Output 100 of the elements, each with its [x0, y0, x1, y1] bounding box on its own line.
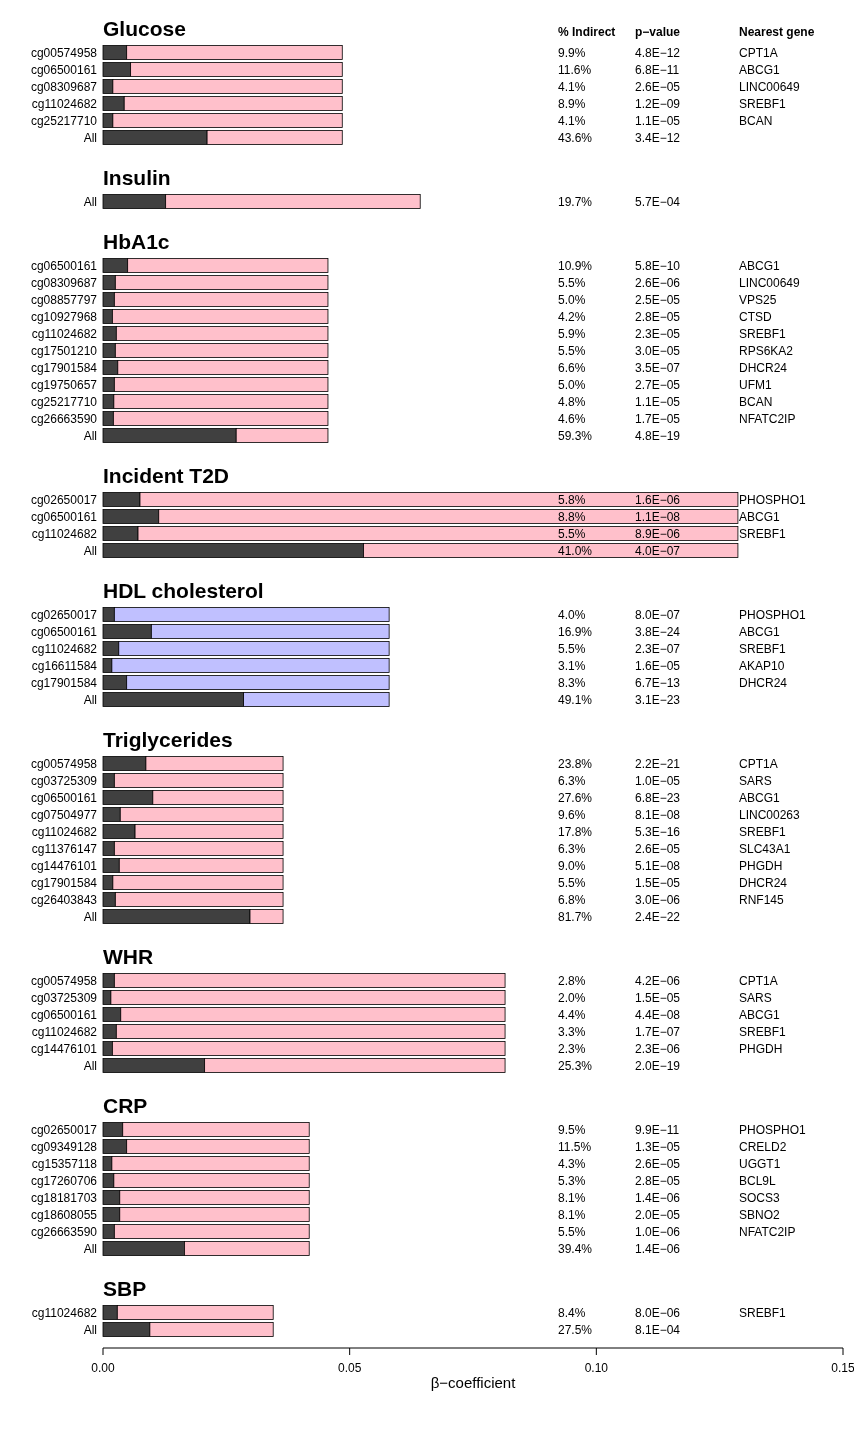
annotation: CTSD [739, 309, 772, 324]
annotation: 1.6E−05 [635, 658, 681, 673]
annotation: 8.8% [558, 509, 586, 524]
y-tick-label: cg03725309 [30, 773, 98, 788]
annotation: 4.4% [558, 1007, 586, 1022]
y-tick-label: cg11024682 [31, 1024, 98, 1039]
x-tick-label: 0.00 [91, 1361, 115, 1375]
annotation: 2.0% [558, 990, 586, 1005]
y-tick-label: All [83, 543, 97, 558]
y-tick-label: cg00574958 [30, 45, 98, 60]
annotation: ABCG1 [739, 258, 781, 273]
y-tick-label: cg06500161 [30, 62, 98, 77]
annotation: 5.5% [558, 1224, 586, 1239]
annotation: 2.3% [558, 1041, 586, 1056]
annotation: 8.3% [558, 675, 586, 690]
annotation: 2.6E−05 [635, 1156, 681, 1171]
annotation: DHCR24 [739, 360, 788, 375]
annotation: 5.8% [558, 492, 586, 507]
y-tick-label: cg17901584 [30, 875, 98, 890]
annotation: SREBF1 [739, 824, 787, 839]
annotation: 6.8E−11 [635, 62, 680, 77]
annotation: 1.4E−06 [635, 1241, 681, 1256]
annotation: 8.1% [558, 1207, 586, 1222]
annotation: ABCG1 [739, 62, 781, 77]
annotation: SREBF1 [739, 641, 787, 656]
y-tick-label: cg17501210 [30, 343, 98, 358]
annotation: 9.9% [558, 45, 586, 60]
annotation: 3.8E−24 [635, 624, 681, 639]
y-tick-label: cg26663590 [30, 411, 98, 426]
annotation: 2.6E−06 [635, 275, 681, 290]
annotation: 3.0E−05 [635, 343, 681, 358]
y-tick-label: cg02650017 [30, 1122, 98, 1137]
annotation: 8.4% [558, 1305, 586, 1320]
annotation: 6.8% [558, 892, 586, 907]
annotation: 5.8E−10 [635, 258, 681, 273]
annotation: 5.7E−04 [635, 194, 681, 209]
annotation: SREBF1 [739, 96, 787, 111]
annotation: 2.6E−05 [635, 79, 681, 94]
annotation: 2.2E−21 [635, 756, 681, 771]
annotation: ABCG1 [739, 1007, 781, 1022]
annotation: 17.8% [558, 824, 593, 839]
y-tick-label: cg11024682 [31, 641, 98, 656]
annotation: CPT1A [739, 756, 778, 771]
y-tick-label: cg11024682 [31, 824, 98, 839]
annotation: 8.0E−07 [635, 607, 681, 622]
annotation: 11.6% [558, 62, 592, 77]
annotation: 81.7% [558, 909, 593, 924]
chart-title: HDL cholesterol [103, 579, 264, 602]
annotation: CPT1A [739, 973, 778, 988]
annotation: CRELD2 [739, 1139, 787, 1154]
annotation: 1.7E−05 [635, 411, 681, 426]
y-tick-label: cg02650017 [30, 492, 98, 507]
y-tick-label: cg25217710 [30, 113, 98, 128]
y-tick-label: cg11024682 [31, 326, 98, 341]
annotation: 16.9% [558, 624, 593, 639]
annotation: 3.5E−07 [635, 360, 681, 375]
annotation: BCAN [739, 394, 773, 409]
annotation: 6.6% [558, 360, 586, 375]
annotation: LINC00649 [739, 275, 801, 290]
y-tick-label: cg17901584 [30, 360, 98, 375]
annotation: 5.3E−16 [635, 824, 681, 839]
y-tick-label: cg07504977 [30, 807, 98, 822]
y-tick-label: cg11024682 [31, 526, 98, 541]
annotation: 3.1E−23 [635, 692, 681, 707]
y-tick-label: cg06500161 [30, 258, 98, 273]
y-tick-label: cg14476101 [30, 1041, 98, 1056]
chart-title: Glucose [103, 17, 186, 40]
annotation: DHCR24 [739, 875, 788, 890]
annotation: 5.9% [558, 326, 586, 341]
annotation: 5.5% [558, 275, 586, 290]
annotation: 27.6% [558, 790, 593, 805]
y-tick-label: cg08857797 [30, 292, 98, 307]
annotation: 5.5% [558, 641, 586, 656]
annotation: 3.4E−12 [635, 130, 681, 145]
chart-title: CRP [103, 1094, 148, 1117]
annotation: 59.3% [558, 428, 593, 443]
annotation: 4.0E−07 [635, 543, 681, 558]
annotation: 5.1E−08 [635, 858, 681, 873]
annotation: 6.3% [558, 841, 586, 856]
annotation: BCAN [739, 113, 773, 128]
annotation: 5.5% [558, 343, 586, 358]
annotation: PHGDH [739, 858, 783, 873]
annotation: 1.0E−06 [635, 1224, 681, 1239]
y-tick-label: cg26403843 [30, 892, 98, 907]
annotation: BCL9L [739, 1173, 777, 1188]
y-tick-label: cg06500161 [30, 624, 98, 639]
y-tick-label: All [83, 194, 97, 209]
annotation: SLC43A1 [739, 841, 791, 856]
annotation: 1.1E−08 [635, 509, 681, 524]
annotation: UFM1 [739, 377, 772, 392]
y-tick-label: All [83, 909, 97, 924]
annotation: 2.0E−05 [635, 1207, 681, 1222]
y-tick-label: cg08309687 [30, 79, 98, 94]
annotation: ABCG1 [739, 790, 781, 805]
y-tick-label: cg18608055 [30, 1207, 98, 1222]
annotation: 2.7E−05 [635, 377, 681, 392]
annotation: 1.5E−05 [635, 875, 681, 890]
annotation: 2.8E−05 [635, 1173, 681, 1188]
x-axis-title: β−coefficient [430, 1374, 517, 1391]
annotation: SARS [739, 773, 772, 788]
